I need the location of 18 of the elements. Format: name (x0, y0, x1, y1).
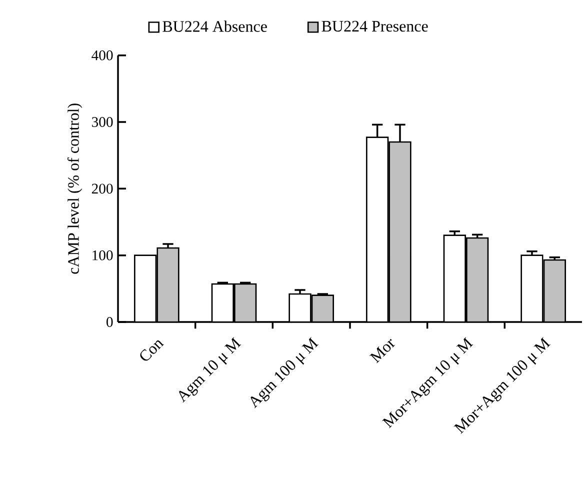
bar (311, 294, 334, 322)
y-axis-title: cAMP level (% of control) (67, 104, 82, 274)
legend-label: BU224 Presence (322, 20, 428, 32)
bar (543, 259, 566, 322)
y-tick-label: 400 (92, 50, 113, 60)
bar (466, 237, 489, 322)
bar (234, 283, 257, 322)
y-tick-label: 200 (92, 184, 113, 194)
bar (156, 247, 180, 322)
x-tick-label: Con (140, 340, 164, 361)
y-tick-label: 0 (106, 317, 113, 327)
y-tick-label: 100 (92, 250, 113, 260)
x-tick-label: Agm 100 μ M (250, 337, 319, 408)
bar (388, 141, 412, 322)
y-tick-label: 300 (92, 117, 113, 127)
x-tick-label: Agm 10 μ M (178, 337, 242, 403)
legend-label: BU224 Absence (162, 20, 267, 32)
x-tick-label: Mor (370, 338, 395, 364)
